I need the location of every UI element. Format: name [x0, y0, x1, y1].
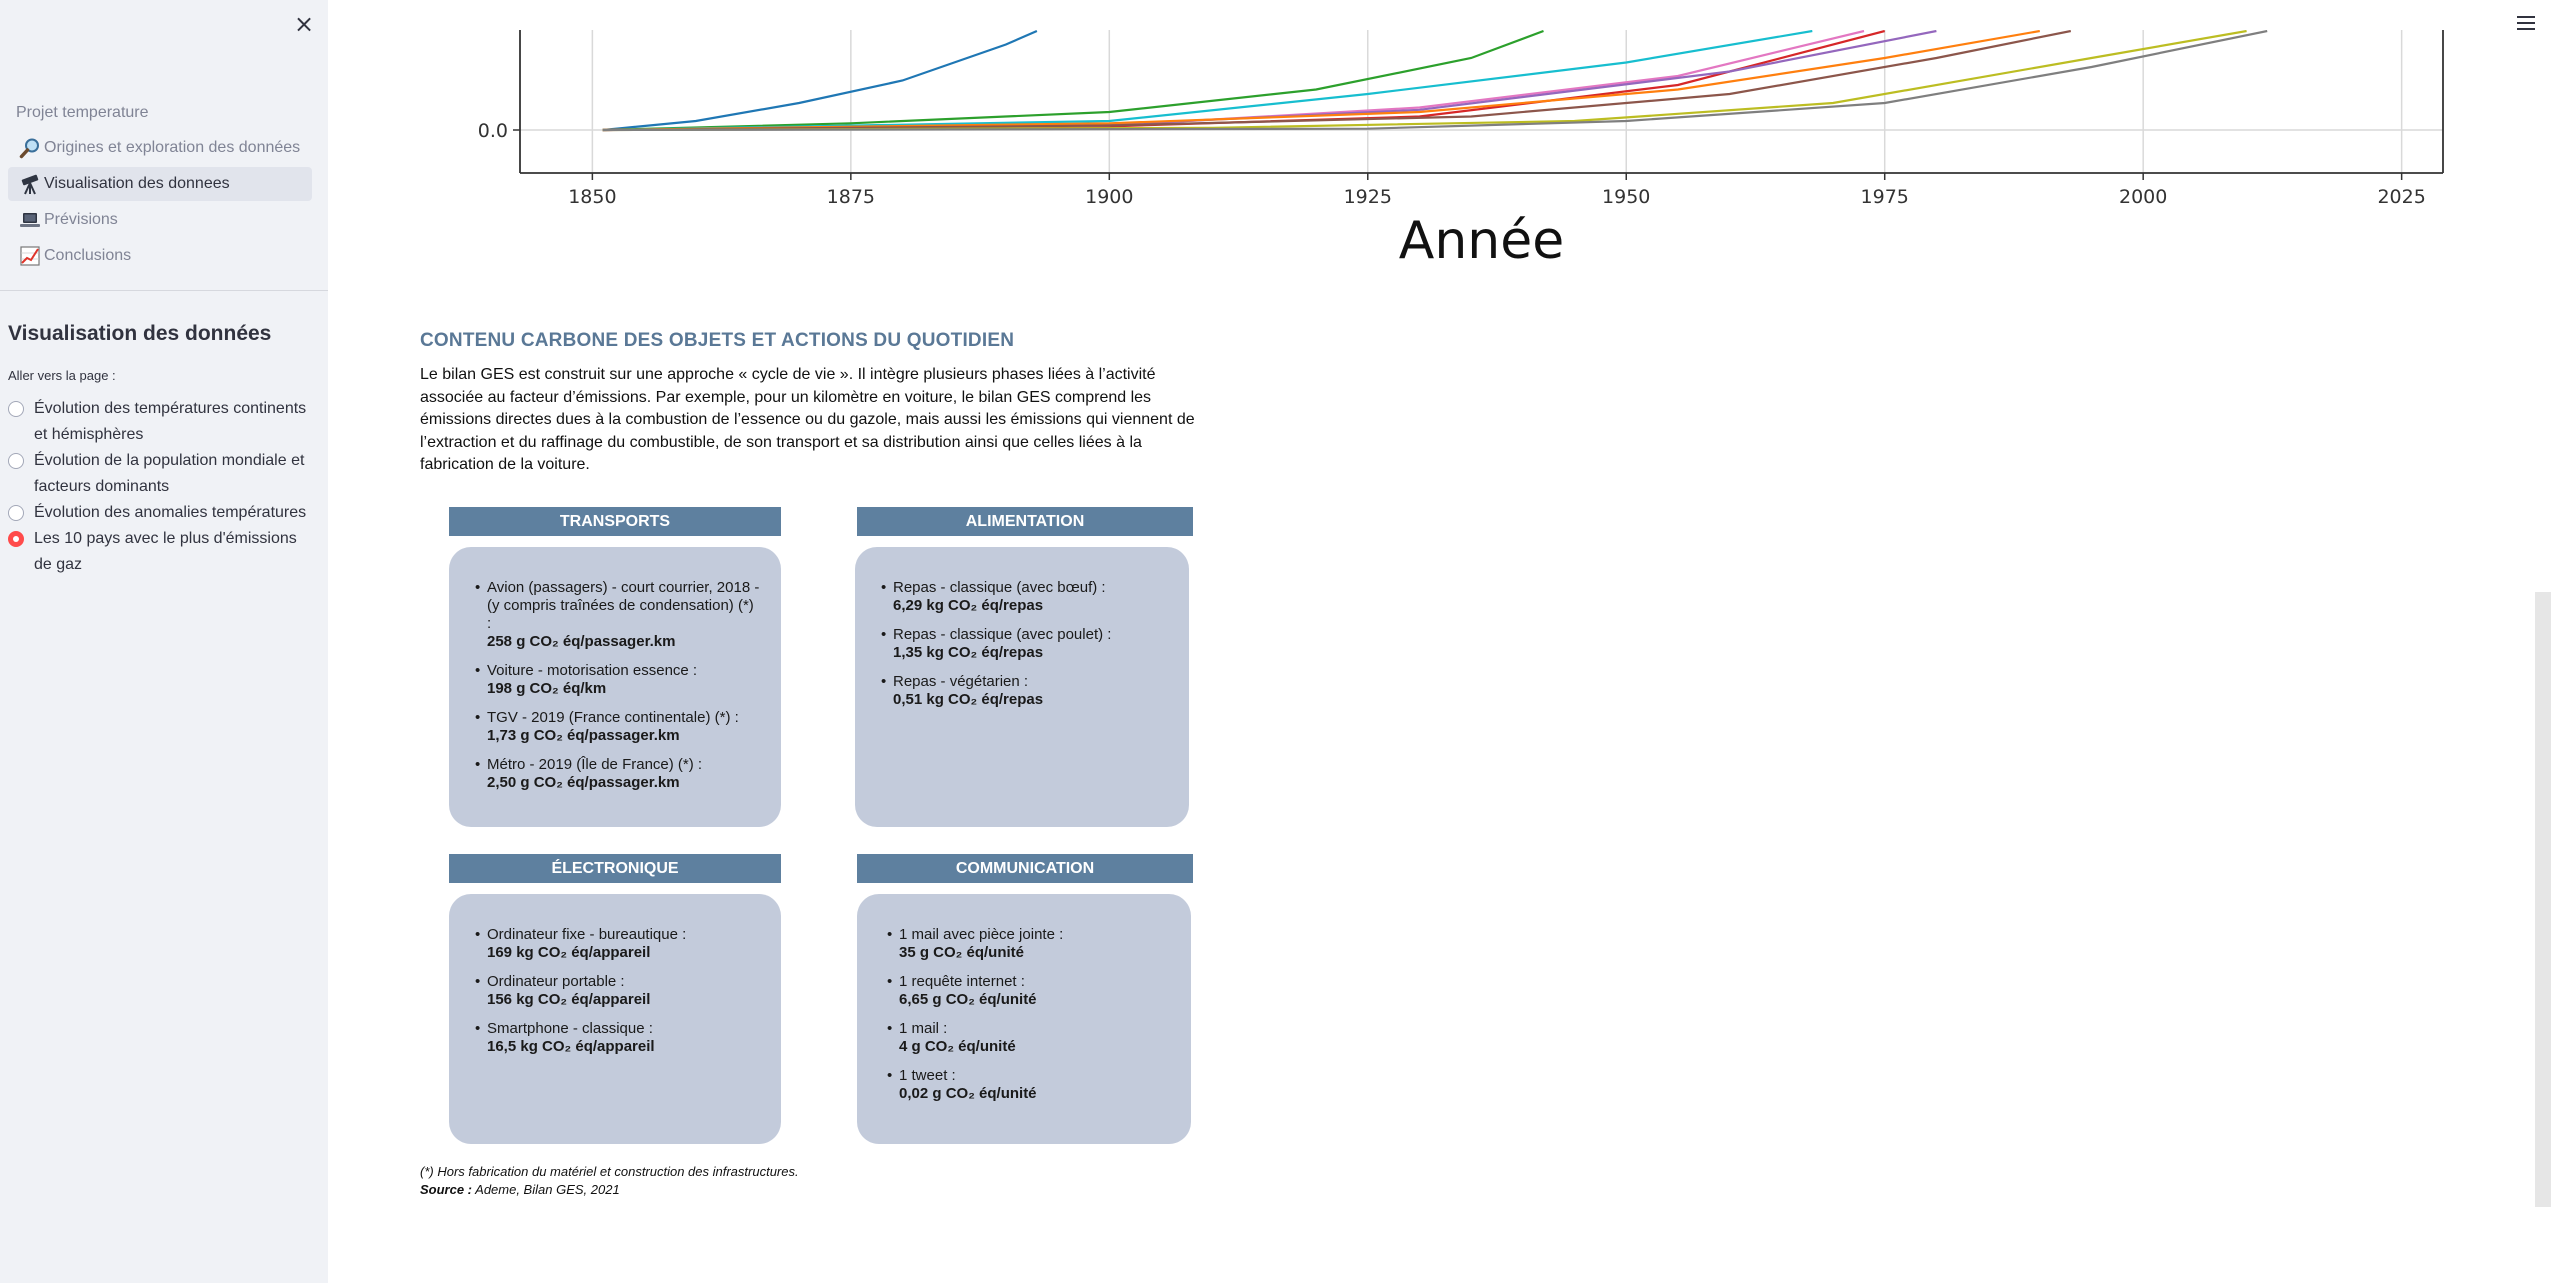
- nav-item-visualisation[interactable]: Visualisation des donnees: [8, 167, 312, 201]
- radio-button[interactable]: [8, 401, 24, 417]
- series-line-10: [602, 30, 2268, 132]
- card-list: Repas - classique (avec bœuf) :6,29 kg C…: [881, 579, 1169, 709]
- x-tick-label: 1900: [1085, 186, 1133, 208]
- section-title: CONTENU CARBONE DES OBJETS ET ACTIONS DU…: [420, 330, 1015, 351]
- card-list: 1 mail avec pièce jointe :35 g CO₂ éq/un…: [887, 926, 1171, 1103]
- nav-title: Projet temperature: [16, 104, 149, 121]
- list-item: Ordinateur portable :156 kg CO₂ éq/appar…: [475, 973, 761, 1009]
- list-item: Métro - 2019 (Île de France) (*) :2,50 g…: [475, 756, 761, 792]
- close-icon[interactable]: ×: [293, 10, 315, 38]
- magnifier-icon: [18, 136, 42, 160]
- list-item: Smartphone - classique :16,5 kg CO₂ éq/a…: [475, 1020, 761, 1056]
- list-item: Repas - classique (avec bœuf) :6,29 kg C…: [881, 579, 1169, 615]
- x-tick-label: 1950: [1602, 186, 1650, 208]
- sidebar-divider: [0, 290, 328, 291]
- radio-button[interactable]: [8, 505, 24, 521]
- hamburger-menu-icon[interactable]: [2512, 10, 2540, 36]
- y-tick-label: 0.0: [478, 120, 508, 142]
- card-title-electronique: ÉLECTRONIQUE: [449, 854, 781, 883]
- series-line-3: [602, 30, 1813, 132]
- radio-button[interactable]: [8, 453, 24, 469]
- footnote-source: Source : Ademe, Bilan GES, 2021: [420, 1182, 620, 1197]
- series-line-5: [602, 30, 1865, 132]
- nav-item-label: Prévisions: [44, 211, 118, 228]
- nav-item-label: Visualisation des donnees: [44, 175, 230, 192]
- list-item: 1 tweet :0,02 g CO₂ éq/unité: [887, 1067, 1171, 1103]
- list-item: 1 mail :4 g CO₂ éq/unité: [887, 1020, 1171, 1056]
- radio-option-label: Évolution des températures continents et…: [34, 400, 307, 443]
- card-list: Ordinateur fixe - bureautique :169 kg CO…: [475, 926, 761, 1056]
- laptop-icon: [18, 208, 42, 232]
- radio-option-population[interactable]: Évolution de la population mondiale et f…: [8, 448, 308, 500]
- radio-group-label: Aller vers la page :: [8, 368, 116, 383]
- nav-item-previsions[interactable]: Prévisions: [8, 203, 312, 237]
- series-line-7: [602, 30, 2040, 132]
- radio-button-selected[interactable]: [8, 531, 24, 547]
- x-tick-label: 1875: [827, 186, 875, 208]
- scrollbar-thumb[interactable]: [2535, 592, 2551, 1207]
- nav-item-conclusions[interactable]: Conclusions: [8, 239, 312, 273]
- radio-option-anomalies[interactable]: Évolution des anomalies températures: [8, 500, 308, 526]
- series-line-4: [602, 30, 1885, 132]
- intro-paragraph: Le bilan GES est construit sur une appro…: [420, 366, 1195, 473]
- footnote: (*) Hors fabrication du matériel et cons…: [420, 1163, 799, 1199]
- card-alimentation: Repas - classique (avec bœuf) :6,29 kg C…: [855, 547, 1189, 827]
- radio-option-temperatures[interactable]: Évolution des températures continents et…: [8, 396, 308, 448]
- radio-option-label: Évolution des anomalies températures: [34, 504, 307, 521]
- card-list: Avion (passagers) - court courrier, 2018…: [475, 579, 761, 792]
- card-title-alimentation: ALIMENTATION: [857, 507, 1193, 536]
- series-line-8: [602, 30, 2072, 132]
- nav-item-label: Origines et exploration des données: [44, 139, 301, 156]
- card-electronique: Ordinateur fixe - bureautique :169 kg CO…: [449, 894, 781, 1144]
- nav-item-origines[interactable]: Origines et exploration des données: [8, 131, 312, 165]
- x-tick-label: 1975: [1861, 186, 1909, 208]
- list-item: Repas - végétarien :0,51 kg CO₂ éq/repas: [881, 673, 1169, 709]
- series-line-2: [602, 30, 1544, 132]
- list-item: Avion (passagers) - court courrier, 2018…: [475, 579, 761, 651]
- card-transports: Avion (passagers) - court courrier, 2018…: [449, 547, 781, 827]
- telescope-icon: [18, 172, 42, 196]
- card-communication: 1 mail avec pièce jointe :35 g CO₂ éq/un…: [857, 894, 1191, 1144]
- list-item: TGV - 2019 (France continentale) (*) :1,…: [475, 709, 761, 745]
- page-radio-group: Évolution des températures continents et…: [8, 396, 308, 578]
- x-tick-label: 2000: [2119, 186, 2167, 208]
- x-tick-label: 2025: [2377, 186, 2425, 208]
- series-line-1: [602, 30, 1038, 132]
- x-tick-label: 1925: [1344, 186, 1392, 208]
- nav-item-label: Conclusions: [44, 247, 132, 264]
- card-title-communication: COMMUNICATION: [857, 854, 1193, 883]
- card-title-transports: TRANSPORTS: [449, 507, 781, 536]
- list-item: Voiture - motorisation essence :198 g CO…: [475, 662, 761, 698]
- x-axis-label: Année: [1399, 211, 1564, 270]
- sidebar: × Projet temperature Origines et explora…: [0, 0, 328, 1283]
- radio-option-label: Les 10 pays avec le plus d'émissions de …: [34, 530, 297, 573]
- sidebar-header: Visualisation des données: [8, 322, 272, 345]
- emissions-line-chart: 1850 1875 1900 1925 1950 1975 2000 2025 0.0 Année: [478, 30, 2444, 270]
- list-item: Ordinateur fixe - bureautique :169 kg CO…: [475, 926, 761, 962]
- chart-increasing-icon: [18, 244, 42, 268]
- x-tick-label: 1850: [568, 186, 616, 208]
- radio-option-emissions[interactable]: Les 10 pays avec le plus d'émissions de …: [8, 526, 308, 578]
- list-item: 1 requête internet :6,65 g CO₂ éq/unité: [887, 973, 1171, 1009]
- list-item: 1 mail avec pièce jointe :35 g CO₂ éq/un…: [887, 926, 1171, 962]
- page-nav: Origines et exploration des données Visu…: [8, 131, 312, 275]
- list-item: Repas - classique (avec poulet) :1,35 kg…: [881, 626, 1169, 662]
- radio-option-label: Évolution de la population mondiale et f…: [34, 452, 305, 495]
- footnote-note: (*) Hors fabrication du matériel et cons…: [420, 1164, 799, 1179]
